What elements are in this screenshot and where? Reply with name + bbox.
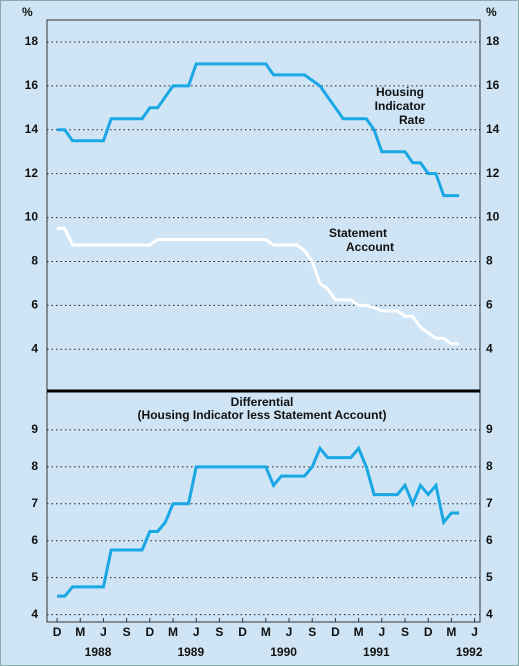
x-tick-label: D [53, 625, 62, 639]
annotation: Housing [376, 85, 424, 99]
x-tick-label: M [446, 625, 456, 639]
x-tick-label: D [424, 625, 433, 639]
y-tick-label: 10 [486, 210, 500, 224]
y-tick-label: 9 [486, 422, 493, 436]
y-tick-label: 16 [25, 78, 39, 92]
x-tick-label: J [100, 625, 107, 639]
y-tick-label: 12 [486, 166, 500, 180]
x-tick-label: J [193, 625, 200, 639]
y-tick-label: 8 [486, 459, 493, 473]
x-tick-label: S [215, 625, 223, 639]
y-tick-label: 8 [486, 254, 493, 268]
y-tick-label: 6 [486, 298, 493, 312]
x-tick-label: J [286, 625, 293, 639]
y-tick-label: 6 [31, 533, 38, 547]
x-tick-label: D [146, 625, 155, 639]
y-unit-label: % [22, 5, 33, 19]
x-tick-label: J [378, 625, 385, 639]
y-tick-label: 16 [486, 78, 500, 92]
year-label: 1992 [456, 645, 483, 659]
y-tick-label: 18 [486, 34, 500, 48]
y-tick-label: 14 [486, 122, 500, 136]
y-unit-label: % [486, 5, 497, 19]
x-tick-label: S [308, 625, 316, 639]
y-tick-label: 18 [25, 34, 39, 48]
annotation: Statement [329, 226, 387, 240]
annotation: Rate [399, 113, 425, 127]
year-label: 1991 [363, 645, 390, 659]
y-tick-label: 7 [486, 496, 493, 510]
annotation: Account [346, 240, 394, 254]
frame [46, 19, 481, 623]
year-label: 1988 [85, 645, 112, 659]
x-tick-label: S [123, 625, 131, 639]
y-tick-label: 4 [486, 607, 493, 621]
series-line [57, 227, 460, 346]
y-tick-label: 4 [31, 341, 38, 355]
y-tick-label: 6 [31, 298, 38, 312]
x-tick-label: M [168, 625, 178, 639]
y-tick-label: 10 [25, 210, 39, 224]
y-tick-label: 9 [31, 422, 38, 436]
x-tick-label: J [471, 625, 478, 639]
annotation: Indicator [375, 99, 426, 113]
y-tick-label: 5 [486, 570, 493, 584]
x-tick-label: D [331, 625, 340, 639]
panel-title: Differential [231, 395, 294, 409]
y-tick-label: 6 [486, 533, 493, 547]
y-tick-label: 12 [25, 166, 39, 180]
series-line [57, 445, 460, 598]
x-tick-label: M [261, 625, 271, 639]
x-tick-label: M [75, 625, 85, 639]
y-tick-label: 14 [25, 122, 39, 136]
year-label: 1989 [177, 645, 204, 659]
x-tick-label: M [354, 625, 364, 639]
y-tick-label: 8 [31, 254, 38, 268]
x-tick-label: D [238, 625, 247, 639]
x-tick-label: S [401, 625, 409, 639]
y-tick-label: 4 [486, 341, 493, 355]
series-line [57, 62, 460, 198]
y-tick-label: 8 [31, 459, 38, 473]
y-tick-label: 4 [31, 607, 38, 621]
y-tick-label: 7 [31, 496, 38, 510]
year-label: 1990 [270, 645, 297, 659]
y-tick-label: 5 [31, 570, 38, 584]
panel-subtitle: (Housing Indicator less Statement Accoun… [138, 408, 387, 422]
